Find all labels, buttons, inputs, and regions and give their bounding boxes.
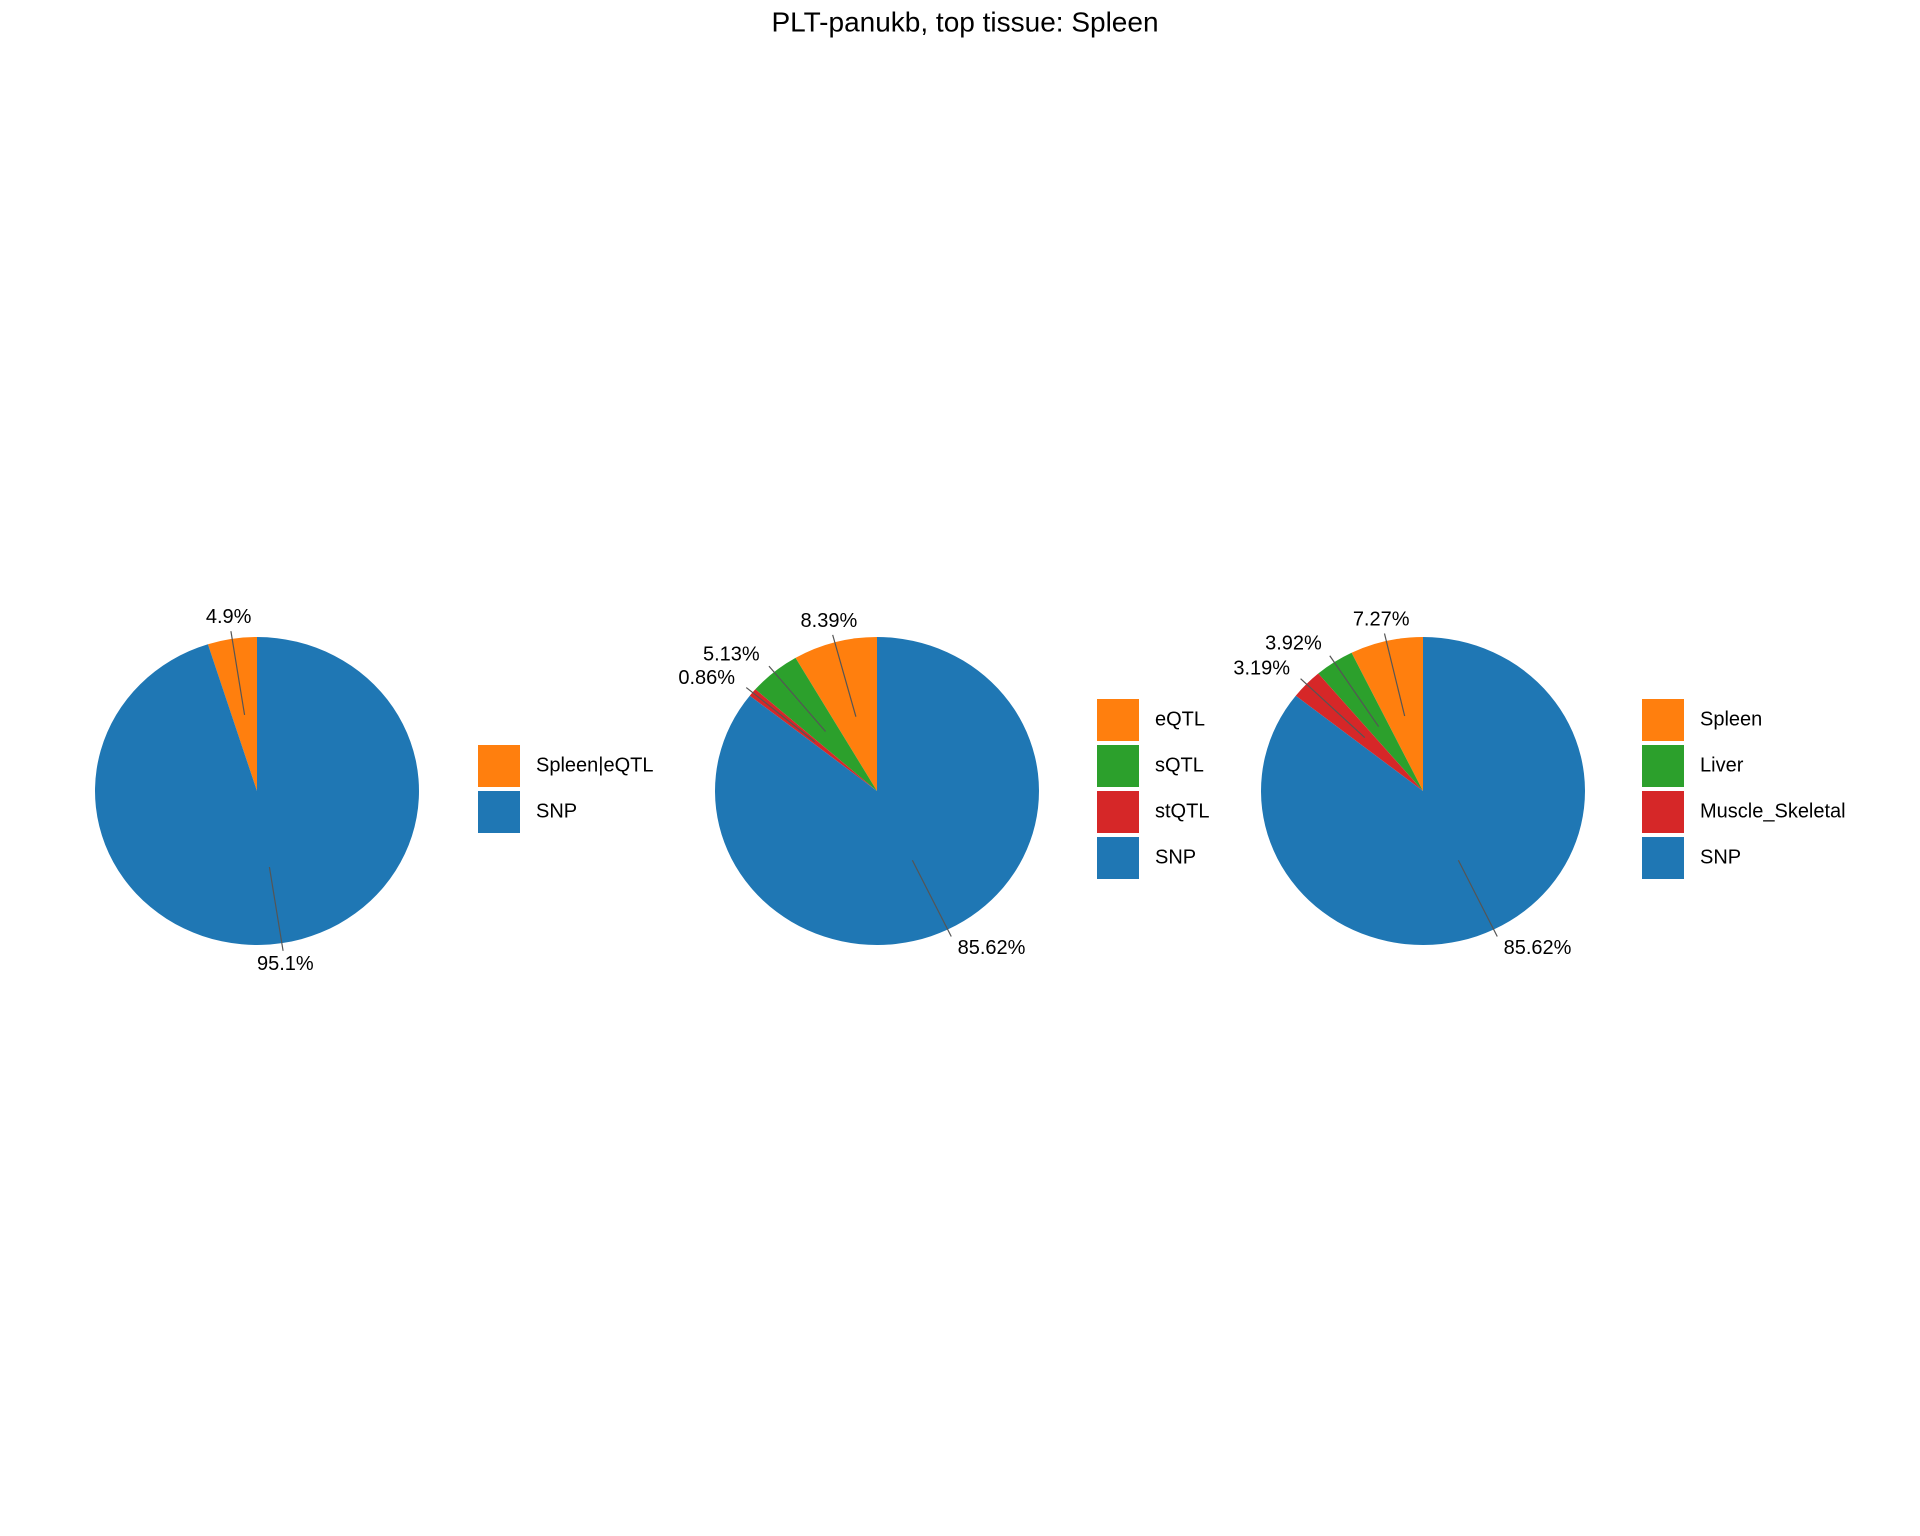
- data-label: 3.19%: [1233, 657, 1290, 679]
- pie-slice: [755, 657, 877, 791]
- legend-swatch: [1642, 837, 1684, 879]
- data-label: 85.62%: [958, 937, 1026, 959]
- legend-swatch: [478, 745, 520, 787]
- pie-slice: [1318, 652, 1423, 791]
- figure-title: PLT-panukb, top tissue: Spleen: [771, 6, 1158, 37]
- legend-label: Spleen|eQTL: [536, 754, 654, 776]
- pie-slice: [715, 636, 1039, 945]
- legend-swatch: [1097, 837, 1139, 879]
- pie-slice: [795, 637, 877, 791]
- data-label: 7.27%: [1353, 608, 1410, 630]
- leader-line: [1457, 860, 1498, 937]
- leader-line: [1329, 655, 1380, 727]
- legend-label: SNP: [536, 800, 577, 822]
- legend-label: SNP: [1155, 846, 1196, 868]
- data-label: 8.39%: [801, 610, 858, 632]
- legend-swatch: [1642, 791, 1684, 833]
- legend-label: SNP: [1700, 846, 1741, 868]
- pie-slice: [207, 637, 257, 791]
- pie-slice: [1351, 637, 1423, 791]
- pie-slice: [95, 637, 420, 945]
- leader-line: [230, 631, 246, 716]
- legend-swatch: [1097, 791, 1139, 833]
- leader-line: [1383, 633, 1406, 717]
- legend-swatch: [1097, 699, 1139, 741]
- legend-label: eQTL: [1155, 708, 1205, 730]
- legend-label: Spleen: [1700, 708, 1762, 730]
- leader-line: [911, 860, 952, 937]
- leader-line: [768, 665, 826, 732]
- data-label: 85.62%: [1504, 937, 1572, 959]
- legend-label: stQTL: [1155, 800, 1209, 822]
- data-label: 3.92%: [1265, 632, 1322, 654]
- legend-swatch: [1642, 699, 1684, 741]
- leader-line: [268, 866, 284, 951]
- legend-swatch: [1097, 745, 1139, 787]
- legend-label: Liver: [1700, 754, 1744, 776]
- leader-line: [1300, 678, 1366, 738]
- legend-label: Muscle_Skeletal: [1700, 800, 1846, 822]
- pie-slice: [1261, 636, 1585, 945]
- legend-swatch: [478, 791, 520, 833]
- data-label: 0.86%: [678, 667, 735, 689]
- data-label: 95.1%: [257, 953, 314, 975]
- data-label: 5.13%: [703, 644, 760, 666]
- data-label: 4.9%: [206, 606, 252, 628]
- leader-line: [832, 634, 857, 717]
- leader-line: [745, 687, 816, 743]
- legend-label: sQTL: [1155, 754, 1204, 776]
- legend-swatch: [1642, 745, 1684, 787]
